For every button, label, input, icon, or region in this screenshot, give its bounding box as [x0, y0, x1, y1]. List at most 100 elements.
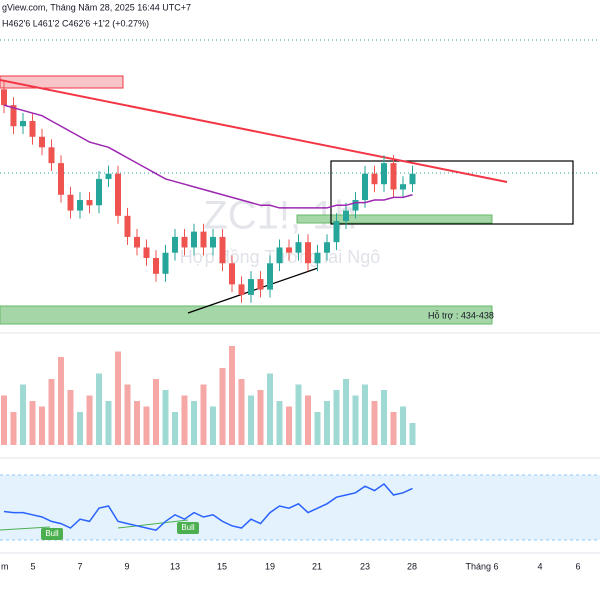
volume-bar — [286, 406, 292, 445]
volume-bar — [48, 379, 55, 445]
candle-body — [210, 236, 216, 248]
volume-bar — [67, 390, 74, 445]
candle-body — [267, 263, 273, 290]
candle-body — [134, 236, 140, 248]
volume-bar — [343, 379, 349, 445]
volume-bar — [20, 384, 26, 445]
candle-body — [276, 247, 283, 264]
candle-body — [390, 163, 397, 190]
signal-badge — [41, 528, 63, 540]
candle-body — [48, 147, 55, 164]
volume-bar — [162, 390, 169, 445]
x-tick-label: 7 — [77, 561, 82, 571]
volume-bar — [134, 401, 140, 445]
candle-body — [29, 120, 36, 137]
volume-bar — [58, 357, 64, 445]
candle-body — [305, 242, 311, 264]
volume-bar — [305, 395, 311, 445]
candle-body — [39, 136, 45, 148]
x-tick-label: 28 — [407, 561, 417, 571]
volume-bar — [105, 401, 112, 445]
volume-bar — [390, 412, 397, 445]
volume-bar — [10, 412, 17, 445]
candle-body — [1, 89, 7, 106]
oscillator-band — [0, 475, 600, 540]
volume-bar — [257, 390, 264, 445]
candle-body — [86, 200, 93, 206]
candle-body — [371, 173, 378, 185]
volume-bar — [96, 373, 102, 445]
volume-bar — [219, 368, 226, 445]
volume-bar — [210, 406, 216, 445]
candle-body — [105, 173, 112, 179]
candle-body — [381, 163, 387, 185]
volume-bar — [124, 384, 131, 445]
candle-body — [58, 163, 64, 195]
x-tick-label: 9 — [124, 561, 129, 571]
candle-body — [219, 236, 226, 264]
divergence-line — [0, 526, 51, 531]
volume-bar — [29, 401, 36, 445]
volume-bar — [153, 379, 159, 445]
signal-label: Bull — [181, 523, 195, 532]
volume-bar — [324, 401, 330, 445]
volume-bar — [371, 401, 378, 445]
candle-body — [314, 252, 321, 264]
volume-bar — [238, 379, 245, 445]
candle-body — [257, 279, 264, 290]
candle-body — [352, 200, 359, 211]
support-zone — [0, 305, 493, 325]
volume-bar — [267, 373, 273, 445]
volume-bar — [352, 395, 359, 445]
volume-bar — [143, 406, 150, 445]
candle-body — [409, 173, 416, 185]
candle-body — [295, 242, 302, 253]
signal-badge — [177, 522, 199, 534]
oscillator-line — [3, 482, 413, 532]
volume-bar — [333, 390, 340, 445]
candle-body — [115, 173, 121, 216]
candle-body — [124, 215, 131, 237]
header: gView.com, Tháng Năm 28, 2025 16:44 UTC+… — [2, 2, 191, 12]
ohlc-label: H462'6 L461'2 C462'6 +1'2 (+0.27%) — [2, 18, 149, 28]
candle-body — [77, 200, 83, 211]
volume-bar — [229, 346, 235, 445]
candle-body — [181, 236, 188, 248]
volume-bar — [381, 390, 387, 445]
candle-body — [143, 247, 150, 258]
candle-body — [343, 210, 349, 222]
x-tick-label: 5 — [30, 561, 35, 571]
candle-body — [286, 247, 292, 253]
candle-body — [20, 120, 26, 127]
x-tick-label: 4 — [537, 561, 542, 571]
volume-bar — [276, 401, 283, 445]
volume-bar — [86, 395, 93, 445]
volume-bar — [400, 406, 406, 445]
volume-bar — [295, 384, 302, 445]
divergence-line — [117, 519, 189, 529]
volume-bar — [362, 384, 368, 445]
volume-bar — [115, 351, 121, 445]
volume-bar — [409, 423, 416, 445]
resistance-zone — [0, 75, 124, 89]
candle-body — [96, 178, 102, 206]
candle-body — [248, 279, 254, 295]
x-tick-label: 19 — [265, 561, 275, 571]
minor-zone — [296, 214, 493, 224]
range-box — [330, 160, 574, 225]
volume-bar — [39, 406, 45, 445]
candle-body — [333, 221, 340, 243]
volume-bar — [172, 412, 178, 445]
candle-body — [172, 236, 178, 253]
candle-body — [200, 231, 207, 248]
volume-bar — [181, 395, 188, 445]
volume-bar — [248, 395, 254, 445]
candle-body — [153, 257, 159, 274]
x-tick-label: 21 — [312, 561, 322, 571]
x-tick-label: 6 — [575, 561, 580, 571]
volume-bar — [1, 395, 7, 445]
candle-body — [400, 184, 406, 190]
candle-body — [67, 194, 74, 211]
x-tick-label: 13 — [170, 561, 180, 571]
